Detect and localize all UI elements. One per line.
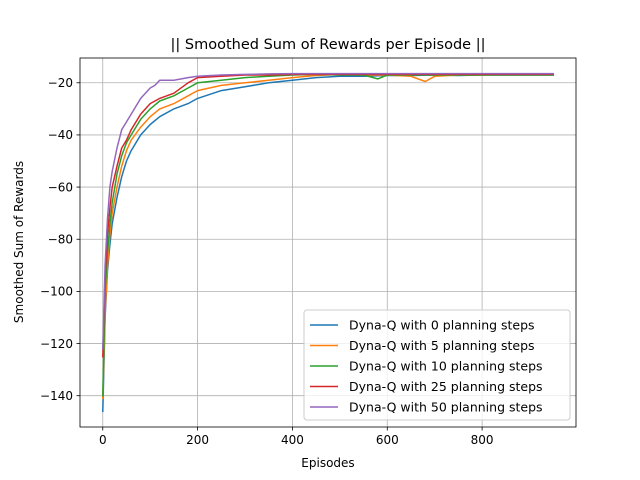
y-tick-label: −40 <box>48 128 73 142</box>
y-tick-label: −60 <box>48 180 73 194</box>
chart-title: || Smoothed Sum of Rewards per Episode |… <box>171 37 486 53</box>
y-axis-ticks: −140 −120 −100 −80 −60 −40 −20 <box>40 76 80 403</box>
x-axis-label: Episodes <box>301 456 354 470</box>
y-tick-label: −100 <box>40 285 73 299</box>
series-line-4 <box>102 72 554 350</box>
legend-label-0: Dyna-Q with 0 planning steps <box>349 318 535 333</box>
y-tick-label: −20 <box>48 76 73 90</box>
series-line-1 <box>102 73 554 400</box>
plot-frame <box>79 57 577 428</box>
x-tick-label: 0 <box>99 433 107 447</box>
x-tick-label: 800 <box>471 433 494 447</box>
legend-label-3: Dyna-Q with 25 planning steps <box>349 379 543 394</box>
legend-label-4: Dyna-Q with 50 planning steps <box>349 400 543 415</box>
series-line-3 <box>102 73 554 358</box>
legend-box <box>303 309 571 421</box>
y-axis-label: Smoothed Sum of Rewards <box>12 161 26 323</box>
y-tick-label: −120 <box>40 337 73 351</box>
y-tick-label: −80 <box>48 233 73 247</box>
legend-label-1: Dyna-Q with 5 planning steps <box>349 338 535 353</box>
legend-label-2: Dyna-Q with 10 planning steps <box>349 359 543 374</box>
x-tick-label: 200 <box>186 433 209 447</box>
x-tick-label: 600 <box>376 433 399 447</box>
series-lines <box>102 72 554 413</box>
y-tick-label: −140 <box>40 389 73 403</box>
x-tick-label: 400 <box>281 433 304 447</box>
x-axis-ticks: 0 200 400 600 800 <box>99 427 494 447</box>
legend: Dyna-Q with 0 planning steps Dyna-Q with … <box>303 309 571 421</box>
